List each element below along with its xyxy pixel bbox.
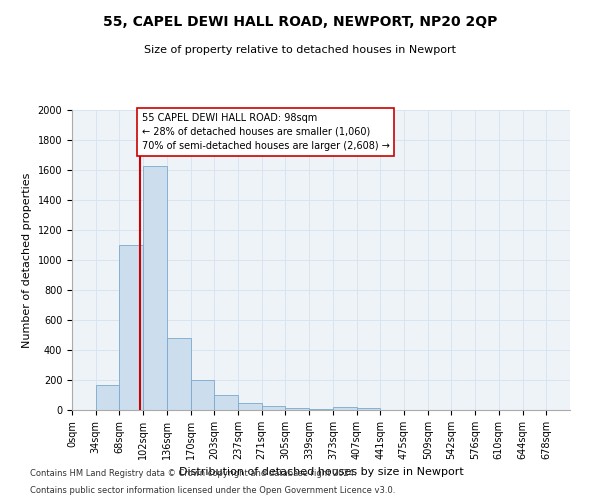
Text: Contains HM Land Registry data © Crown copyright and database right 2024.: Contains HM Land Registry data © Crown c… [30, 468, 356, 477]
Bar [191, 380, 214, 410]
Bar [119, 245, 143, 410]
Bar [214, 395, 238, 410]
X-axis label: Distribution of detached houses by size in Newport: Distribution of detached houses by size … [179, 468, 463, 477]
Bar [238, 403, 262, 410]
Bar [309, 409, 333, 410]
Bar [333, 407, 356, 410]
Text: Size of property relative to detached houses in Newport: Size of property relative to detached ho… [144, 45, 456, 55]
Bar [167, 338, 191, 410]
Text: 55, CAPEL DEWI HALL ROAD, NEWPORT, NP20 2QP: 55, CAPEL DEWI HALL ROAD, NEWPORT, NP20 … [103, 15, 497, 29]
Bar [356, 408, 380, 410]
Y-axis label: Number of detached properties: Number of detached properties [22, 172, 32, 348]
Bar [96, 385, 119, 410]
Text: Contains public sector information licensed under the Open Government Licence v3: Contains public sector information licen… [30, 486, 395, 495]
Text: 55 CAPEL DEWI HALL ROAD: 98sqm
← 28% of detached houses are smaller (1,060)
70% : 55 CAPEL DEWI HALL ROAD: 98sqm ← 28% of … [142, 113, 389, 151]
Bar [143, 166, 167, 410]
Bar [286, 408, 309, 410]
Bar [262, 406, 286, 410]
